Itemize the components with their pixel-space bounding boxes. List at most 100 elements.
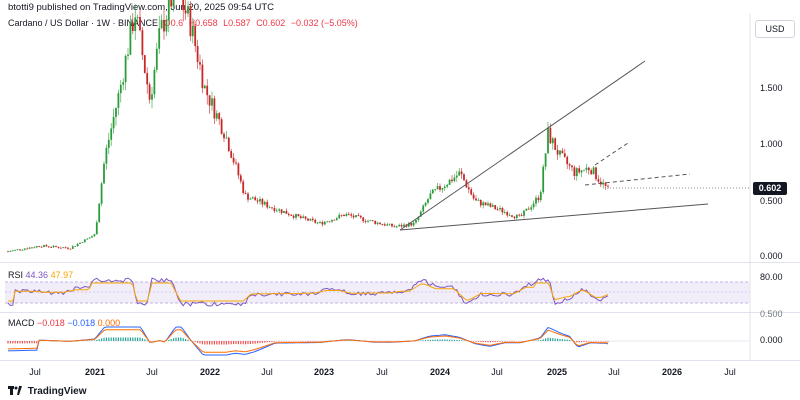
macd-histogram-bar [105,337,107,341]
candle-body [513,216,516,219]
macd-histogram-bar [122,337,124,341]
candle-body [230,151,233,158]
rsi-line [7,277,609,307]
candle-body [539,192,542,201]
candle-body [587,167,590,171]
candle-body [472,194,475,199]
candle-body [434,189,437,191]
pane-separator[interactable] [0,312,800,313]
time-axis-label: 2026 [661,367,683,377]
macd-histogram-bar [101,338,103,341]
candle-body [403,224,405,227]
rsi-label[interactable]: RSI [8,270,24,280]
candle-body [163,19,165,32]
candle-body [535,197,537,204]
rsi-level-label: 80.00 [760,272,783,282]
candle-body [259,199,261,202]
candle-body [547,127,549,154]
candle-body [227,137,230,152]
candle-body [328,221,331,223]
macd-histogram-bar [29,341,31,344]
candle-body [551,138,554,144]
candle-body [249,198,252,200]
candle-body [40,246,43,248]
candle-body [470,189,473,195]
candle-body [151,94,153,100]
candle-body [95,222,98,235]
candle-body [321,222,324,225]
time-axis-label: Jul [29,367,41,377]
candlestick-series [7,0,609,253]
macd-histogram-bar [252,341,254,344]
currency-button[interactable]: USD [755,20,795,38]
candle-body [487,203,489,206]
macd-histogram-bar [425,340,427,341]
candle-body [415,220,417,223]
macd-histogram-bar [180,337,182,341]
macd-histogram-bar [446,339,448,341]
candle-body [122,82,125,85]
candle-body [515,214,518,219]
candle-body [302,216,305,219]
candle-body [532,203,535,208]
candle-body [443,186,446,189]
candle-body [237,163,240,176]
candle-body [602,182,605,185]
current-price-badge: 0.602 [753,182,787,195]
macd-histogram-bar [497,341,499,342]
price-label: 0.000 [760,251,783,261]
macd-histogram-bar [549,337,551,341]
candle-body [451,179,453,182]
candle-body [119,84,122,94]
candle-body [407,223,410,227]
candle-body [167,0,170,21]
candle-body [206,85,209,96]
candle-body [503,212,506,213]
candle-body [530,207,533,210]
candle-body [467,187,470,190]
candle-body [477,200,480,201]
macd-signal-value: −0.018 [67,318,96,328]
macd-label[interactable]: MACD [8,318,35,328]
macd-histogram-bar [566,339,568,341]
symbol-name[interactable]: Cardano / US Dollar · 1W · BINANCE [8,18,159,28]
candle-body [597,179,600,182]
candle-body [563,153,566,157]
candle-body [568,164,571,166]
candle-body [460,171,463,175]
candle-body [340,214,343,216]
candle-body [295,214,297,218]
time-axis-label: 2023 [313,367,335,377]
candle-body [220,119,223,134]
macd-histogram-bar [223,341,225,345]
time-axis-label: Jul [724,367,736,377]
pane-separator[interactable] [0,262,800,263]
macd-histogram-bar [266,341,268,343]
candle-body [352,215,355,218]
candle-body [146,72,149,85]
price-label: 1.500 [760,83,783,93]
rsi-lower-label: 0.500 [760,309,783,319]
candle-body [395,226,398,228]
candle-body [107,139,110,148]
candle-body [278,209,281,211]
macd-histogram-bar [225,341,227,345]
candle-body [417,216,420,221]
candle-body [50,246,53,248]
candle-body [71,246,74,249]
candle-body [74,245,77,247]
candle-body [585,167,588,170]
tradingview-logo[interactable]: TradingView [8,386,87,397]
publish-header: btotti9 published on TradingView.com, Ju… [0,0,800,14]
macd-histogram-bar [600,341,602,342]
candle-body [160,19,163,29]
candle-body [64,247,67,249]
macd-value: −0.018 [37,318,65,328]
candle-body [31,247,33,249]
candle-body [523,210,525,216]
macd-histogram [7,337,609,345]
candle-body [583,169,585,171]
candle-body [136,16,139,18]
macd-histogram-bar [98,339,100,341]
